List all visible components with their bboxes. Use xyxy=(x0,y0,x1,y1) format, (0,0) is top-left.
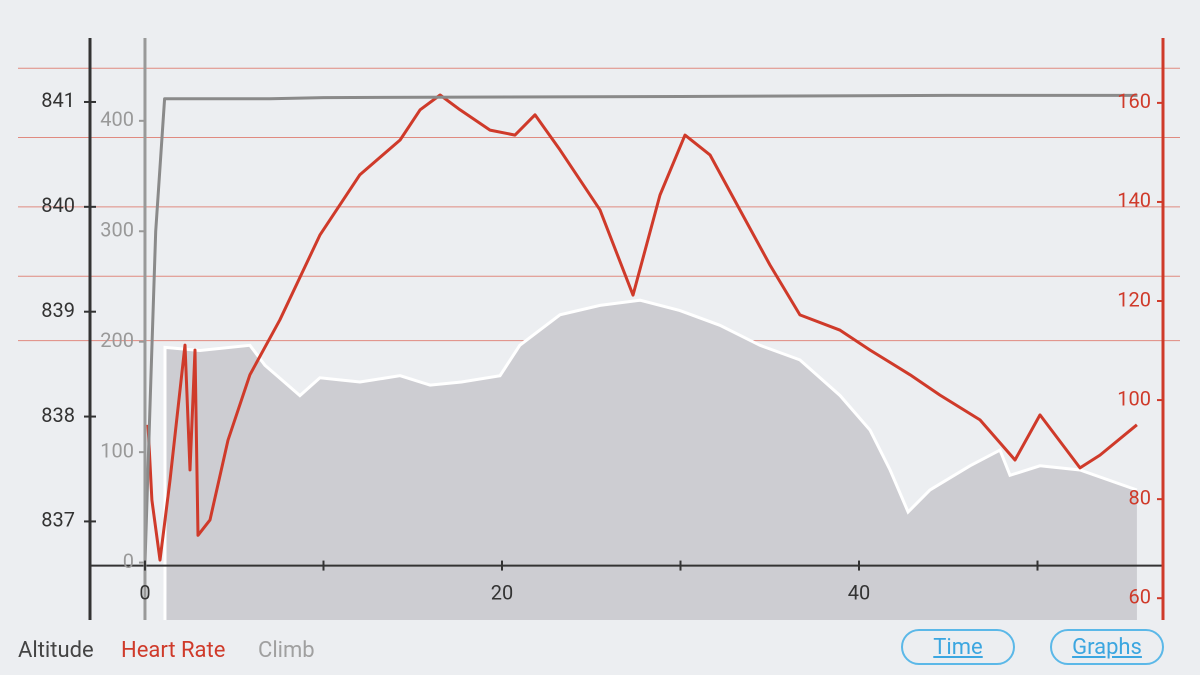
y2-tick-label: 80 xyxy=(1129,485,1151,509)
area-edge xyxy=(163,298,1138,621)
line xyxy=(143,93,1138,563)
y2-tick-label: 100 xyxy=(1117,386,1151,410)
y3-tick-label: 100 xyxy=(100,438,134,462)
y-tick-label: 837 xyxy=(41,508,75,532)
y-tick-label: 838 xyxy=(41,403,75,427)
chart: 8378388398408410100200300400608010012014… xyxy=(18,38,1180,621)
y-tick-label: 839 xyxy=(41,298,75,322)
y-tick-label: 840 xyxy=(41,193,75,217)
y2-tick-label: 160 xyxy=(1117,89,1151,113)
x-tick-label: 40 xyxy=(848,580,870,604)
x-tick-label: 0 xyxy=(139,580,150,604)
x-tick-label: 20 xyxy=(491,580,513,604)
y2-tick-label: 120 xyxy=(1117,287,1151,311)
y3-tick-label: 200 xyxy=(100,328,134,352)
y3-tick-label: 300 xyxy=(100,218,134,242)
legend-entry: Heart Rate xyxy=(121,638,226,663)
y2-tick-label: 60 xyxy=(1129,584,1151,608)
y2-tick-label: 140 xyxy=(1117,188,1151,212)
legend-entry: Climb xyxy=(258,638,315,663)
legend-entry: Altitude xyxy=(18,638,94,663)
area-fill xyxy=(164,300,1137,620)
y3-tick-label: 400 xyxy=(100,107,134,131)
y3-tick-label: 0 xyxy=(123,549,134,573)
y-tick-label: 841 xyxy=(41,88,75,112)
time-button[interactable]: Time xyxy=(901,629,1015,665)
line xyxy=(146,93,1138,562)
graphs-button[interactable]: Graphs xyxy=(1050,629,1164,665)
